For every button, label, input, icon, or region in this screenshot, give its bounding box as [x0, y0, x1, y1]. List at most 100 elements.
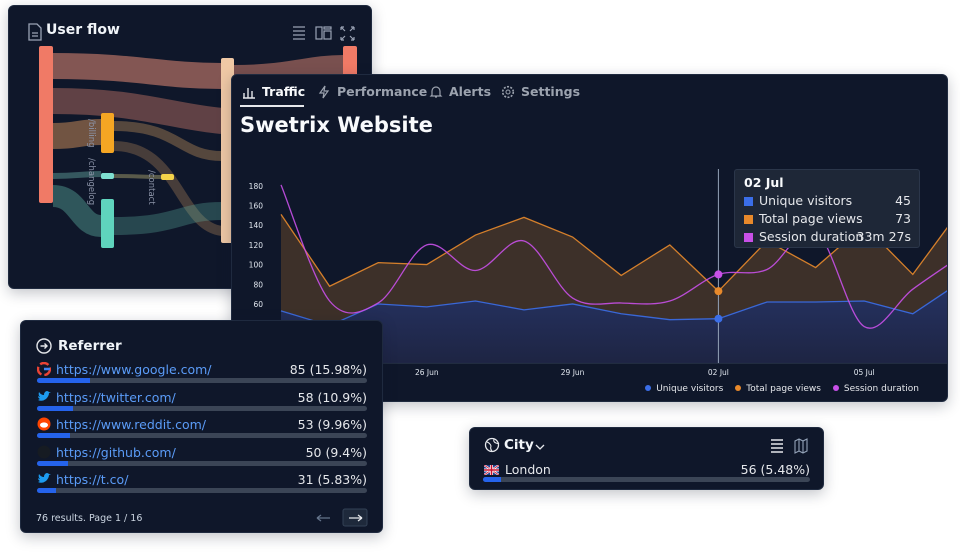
panel-title[interactable]: City [504, 437, 534, 453]
tooltip-series: Unique visitors [759, 193, 853, 208]
site-icon [37, 362, 51, 376]
referrer-count: 50 (9.4%) [305, 444, 367, 460]
flag-icon [484, 465, 499, 475]
prev-button[interactable] [316, 514, 330, 522]
hover-point [714, 314, 723, 323]
city-count: 56 (5.48%) [740, 462, 810, 477]
site-icon [38, 473, 51, 484]
panel-title: User flow [46, 22, 120, 38]
panel-icons [293, 26, 355, 41]
referrer-count: 31 (5.83%) [297, 472, 367, 488]
pagination-text: 76 results. Page 1 / 16 [36, 513, 143, 524]
x-tick-label: 26 Jun [415, 368, 439, 377]
series-line [280, 184, 947, 329]
tooltip-value: 45 [895, 193, 911, 208]
tab-label: Alerts [449, 84, 492, 99]
referrer-url: https://www.google.com/ [56, 362, 212, 377]
referrer-count: 58 (10.9%) [297, 389, 367, 405]
tab[interactable]: Alerts [429, 84, 491, 99]
y-tick-label: 80 [253, 280, 263, 289]
panel-title: Referrer [58, 338, 122, 354]
tab-icon [243, 87, 255, 99]
city-panel: City London 56 (5.48%) [469, 427, 824, 490]
y-tick-label: 120 [249, 241, 264, 250]
hover-point [714, 287, 723, 296]
progress-bar [37, 378, 90, 383]
referrer-icon [36, 338, 52, 354]
site-icon [37, 417, 51, 431]
legend-dot [832, 385, 839, 391]
legend-dot [645, 385, 652, 391]
tooltip-swatch [744, 233, 753, 242]
chart-legend: Unique visitors Total page views Session d… [645, 384, 919, 394]
sankey-label: /contact [146, 170, 156, 205]
referrer-url: https://www.reddit.com/ [56, 417, 206, 433]
tab-label: Performance [337, 84, 428, 99]
legend-label: Session duration [843, 384, 919, 394]
y-tick-label: 180 [249, 182, 264, 191]
file-icon [28, 23, 42, 41]
tooltip-title: 02 Jul [744, 175, 784, 190]
legend-item: Unique visitors [645, 384, 723, 394]
progress-track [37, 460, 367, 466]
progress-bar [483, 477, 501, 482]
legend-dot [735, 385, 742, 391]
tooltip-series: Total page views [759, 211, 863, 226]
sankey-label: /changelog [86, 158, 96, 205]
progress-bar [37, 405, 73, 411]
legend-item: Total page views [735, 384, 821, 394]
map-view[interactable] [794, 438, 808, 454]
x-tick-label: 05 Jul [854, 368, 875, 377]
y-tick-label: 100 [249, 261, 264, 270]
traffic-chart: 60 80 100 120 140 160 180 26 Jun 29 Jun 02 Jul 05 … [232, 169, 947, 377]
progress-track [37, 378, 367, 383]
progress-track [37, 488, 367, 494]
tab[interactable]: Traffic [242, 84, 305, 99]
list-view[interactable] [771, 439, 783, 453]
chart-tooltip: 02 Jul Unique visitors 45 Total page views… [734, 169, 920, 248]
sankey-label: /billing [86, 119, 96, 148]
progress-track [37, 433, 367, 439]
y-tick-label: 160 [249, 202, 264, 211]
progress-bar [37, 433, 70, 439]
progress-track [37, 405, 367, 411]
tooltip-value: 33m 27s [856, 229, 911, 244]
tab[interactable]: Settings [501, 84, 580, 99]
view-icons [771, 438, 808, 454]
dropdown-chevron[interactable] [535, 442, 545, 452]
referrer-url: https://github.com/ [56, 444, 176, 460]
tooltip-series: Session duration [759, 229, 864, 244]
hover-point [714, 270, 723, 279]
site-icon [37, 445, 51, 459]
progress-track [483, 477, 810, 482]
referrer-count: 53 (9.96%) [297, 417, 367, 433]
y-tick-label: 140 [249, 221, 264, 230]
progress-bar [37, 460, 69, 466]
referrer-count: 85 (15.98%) [289, 362, 367, 377]
next-button[interactable] [342, 508, 368, 527]
tooltip-swatch [744, 197, 753, 206]
y-tick-label: 60 [253, 300, 263, 309]
x-tick-label: 29 Jun [561, 368, 585, 377]
referrer-url: https://twitter.com/ [56, 389, 176, 405]
series-line [280, 290, 947, 327]
tab-icon [429, 85, 443, 98]
tab-label: Traffic [262, 84, 306, 99]
tab-icon [318, 85, 330, 98]
legend-label: Unique visitors [656, 384, 724, 394]
globe-icon [484, 437, 500, 453]
referrer-url: https://t.co/ [56, 472, 129, 488]
legend-label: Total page views [746, 384, 821, 394]
site-icon [38, 390, 51, 401]
referrer-panel: Referrer https://www.google.com/85 (15.9… [20, 320, 383, 533]
city-name: London [505, 462, 551, 477]
site-title: Swetrix Website [240, 113, 433, 137]
tab-icon [501, 85, 515, 98]
x-tick-label: 02 Jul [708, 368, 729, 377]
progress-bar [37, 488, 57, 494]
tab[interactable]: Performance [317, 84, 427, 99]
pagination-buttons [316, 508, 368, 527]
series-area [281, 290, 947, 363]
